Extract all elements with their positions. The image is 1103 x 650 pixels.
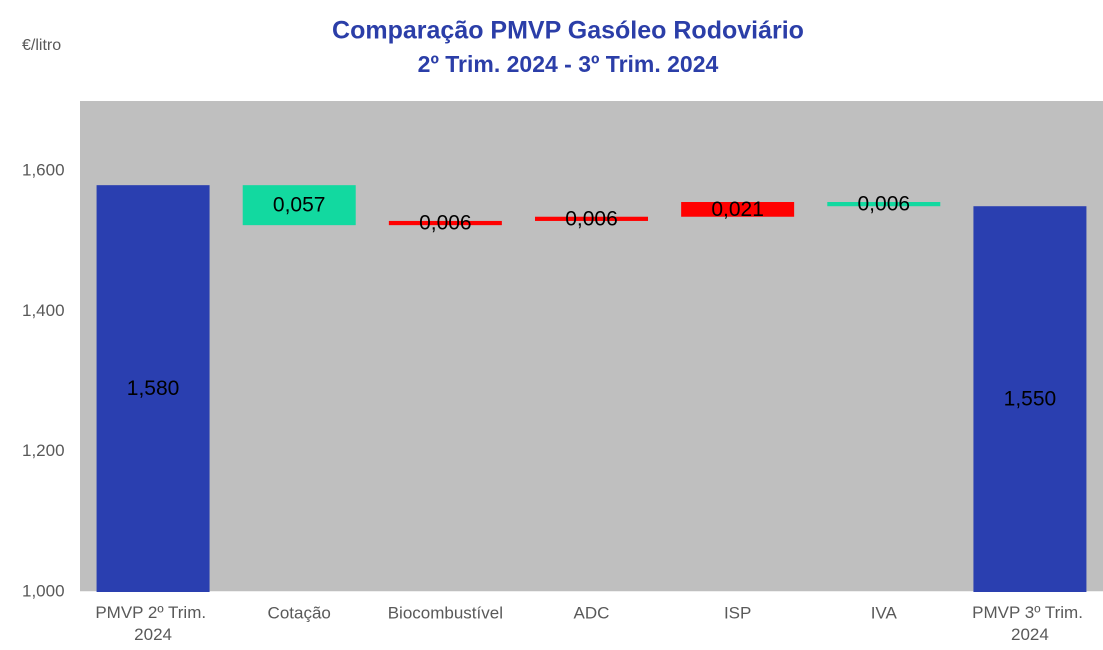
bar [535, 216, 648, 221]
bar [827, 202, 941, 207]
data-label: 1,550 [1004, 388, 1057, 411]
y-axis-title: €/litro [22, 37, 61, 54]
chart-title: Comparação PMVP Gasóleo Rodoviário [332, 17, 804, 45]
data-label: 0,021 [711, 198, 764, 221]
y-tick-label: 1,200 [22, 441, 65, 460]
bar [388, 220, 502, 226]
bar [681, 202, 795, 217]
x-tick-label: ADC [574, 603, 610, 622]
x-tick-label: PMVP 3º Trim. 2024 [972, 603, 1087, 644]
data-label: 0,057 [273, 194, 326, 217]
x-tick-label: PMVP 2º Trim. 2024 [95, 603, 210, 644]
data-label: 1,580 [127, 377, 180, 400]
x-tick-label: ISP [724, 603, 751, 622]
y-tick-label: 1,000 [22, 581, 65, 600]
data-label: 0,006 [565, 207, 618, 230]
x-tick-label: Biocombustível [388, 603, 503, 622]
data-label: 0,006 [419, 212, 472, 235]
bar [96, 185, 210, 592]
bar [973, 206, 1087, 592]
y-tick-label: 1,400 [22, 301, 65, 320]
bar [242, 185, 356, 226]
y-tick-label: 1,600 [22, 161, 65, 180]
data-label: 0,006 [858, 193, 911, 216]
plot-area [80, 101, 1103, 592]
chart-subtitle: 2º Trim. 2024 - 3º Trim. 2024 [418, 51, 719, 77]
x-tick-label: Cotação [268, 603, 331, 622]
x-tick-label: IVA [871, 603, 898, 622]
